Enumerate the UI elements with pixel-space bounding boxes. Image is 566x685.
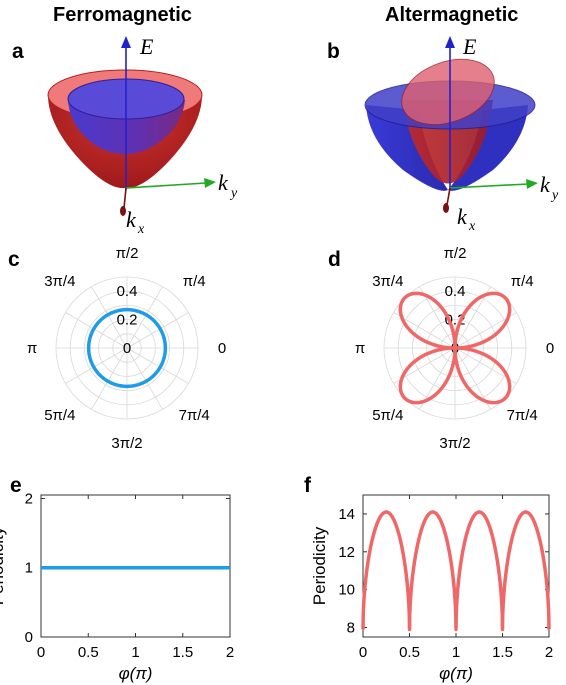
x-tick-label: 1.5 [492, 644, 513, 661]
polar-angle-label: 0 [218, 340, 226, 357]
ky-label: k [218, 170, 229, 195]
polar-angle-label: π/2 [444, 245, 467, 262]
panel-label-e: e [10, 474, 22, 497]
kx-axis [446, 187, 451, 206]
title-ferromagnetic: Ferromagnetic [53, 4, 192, 26]
polar-data-curve [86, 307, 168, 389]
ky-subscript: y [550, 188, 559, 203]
polar-angle-label: π/4 [511, 273, 534, 290]
ky-axis [449, 183, 529, 189]
kx-label: k [126, 207, 137, 232]
kx-axis [123, 187, 127, 209]
polar-grid-spoke [65, 347, 128, 384]
y-tick-label: 8 [347, 620, 355, 637]
panel-label-b: b [327, 40, 340, 63]
y-axis-label: Periodicity [0, 526, 7, 605]
y-tick-label: 1 [25, 560, 33, 577]
kx-label: k [457, 204, 468, 229]
panel-label-f: f [304, 474, 311, 497]
x-tick-label: 0 [359, 644, 367, 661]
polar-angle-label: π/4 [183, 273, 206, 290]
polar-radial-tick-label: 0.4 [445, 283, 466, 300]
polar-angle-label: 5π/4 [372, 407, 403, 424]
polar-angle-label: 7π/4 [507, 407, 538, 424]
polar-grid-spoke [91, 286, 128, 349]
polar-radial-tick-label: 0.2 [117, 312, 138, 329]
kx-axis-arrow [120, 206, 126, 216]
polar-angle-label: π [27, 340, 37, 357]
polar-grid-spoke [126, 347, 189, 384]
polar-plot-ferromagnetic: 0 0.2 0.4 0 π/4 π/2 3π/4 π 5π/4 3π/2 7π/4 [27, 245, 226, 452]
x-tick-label: 2 [226, 644, 234, 661]
spin-down-band-lobe-left [366, 105, 448, 191]
panel-label-a: a [12, 40, 24, 63]
energy-axis-arrow [121, 36, 131, 48]
polar-angle-label: 5π/4 [44, 407, 75, 424]
polar-angle-label: 7π/4 [179, 407, 210, 424]
ky-label: k [540, 172, 551, 197]
y-axis-label: Periodicity [310, 526, 329, 605]
y-tick-label: 0 [25, 629, 33, 646]
ky-axis-arrow [204, 178, 216, 188]
altermagnetic-band-diagram: E k y k x [364, 34, 559, 234]
polar-radial-tick-label: 0.4 [117, 283, 138, 300]
energy-label: E [462, 34, 477, 59]
polar-angle-label: 3π/4 [372, 273, 403, 290]
y-tick-label: 12 [338, 544, 355, 561]
polar-angle-label: π/2 [116, 245, 139, 262]
polar-grid-spoke [126, 312, 189, 349]
polar-data-curve [398, 291, 512, 405]
ferromagnetic-band-diagram: E k y k x [47, 34, 238, 235]
kx-subscript: x [468, 219, 476, 234]
ky-axis [125, 182, 207, 189]
y-tick-label: 2 [25, 490, 33, 507]
x-axis-label: φ(π) [439, 664, 473, 683]
kx-axis-arrow [443, 203, 449, 213]
x-tick-label: 0.5 [78, 644, 99, 661]
polar-angle-label: 3π/4 [44, 273, 75, 290]
energy-axis-arrow [445, 36, 455, 48]
energy-label: E [139, 34, 154, 59]
ky-axis-arrow [526, 179, 538, 189]
periodicity-line [361, 510, 551, 632]
spin-up-band-rim [401, 58, 495, 126]
polar-grid-spoke [65, 312, 128, 349]
x-tick-label: 0 [37, 644, 45, 661]
x-tick-label: 2 [545, 644, 553, 661]
polar-grid-spoke [91, 347, 128, 410]
panel-label-c: c [8, 248, 20, 271]
polar-angle-label: 0 [546, 340, 554, 357]
x-axis-label: φ(π) [119, 664, 153, 683]
x-tick-label: 1.5 [172, 644, 193, 661]
y-tick-label: 14 [338, 506, 355, 523]
kx-subscript: x [137, 222, 145, 235]
title-altermagnetic: Altermagnetic [385, 4, 519, 26]
y-tick-label: 10 [338, 582, 355, 599]
periodicity-plot-altermagnetic: 0 0.5 1 1.5 2 8 10 12 14 φ(π) Periodicity [310, 494, 553, 683]
polar-radial-tick-label: 0 [123, 340, 131, 357]
polar-angle-label: 3π/2 [439, 435, 470, 452]
x-tick-label: 1 [452, 644, 460, 661]
polar-angle-label: 3π/2 [111, 435, 142, 452]
polar-grid-spoke [126, 286, 163, 349]
polar-grid-spoke [126, 347, 163, 410]
panel-label-d: d [328, 248, 341, 271]
ky-subscript: y [229, 186, 238, 201]
periodicity-plot-ferromagnetic: 0 0.5 1 1.5 2 0 1 2 φ(π) Periodicity [0, 490, 234, 683]
x-tick-label: 0.5 [399, 644, 420, 661]
polar-angle-label: π [355, 340, 365, 357]
spin-down-band-lobe-right [448, 105, 528, 191]
x-tick-label: 1 [131, 644, 139, 661]
